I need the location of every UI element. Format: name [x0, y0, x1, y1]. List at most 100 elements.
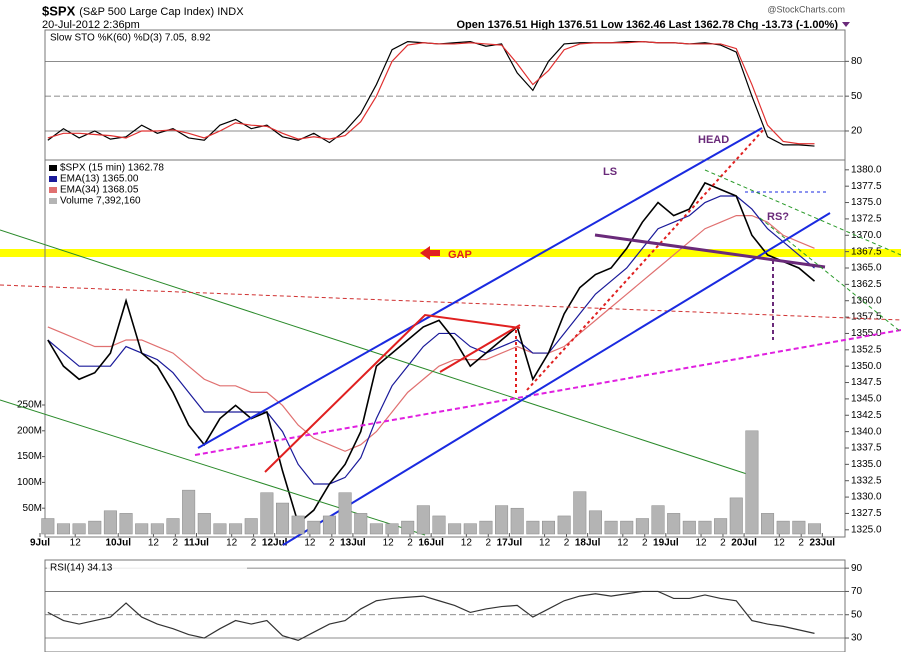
volume-bar [166, 518, 180, 535]
volume-bar [761, 513, 775, 535]
y2-tick-label: 150M [17, 451, 42, 462]
volume-bar [479, 520, 493, 535]
series-line [47, 195, 815, 485]
annotation: HEAD [698, 134, 729, 146]
volume-bar [604, 520, 618, 535]
y-tick-label: 1360.0 [851, 295, 882, 306]
series-line [47, 215, 815, 452]
volume-bar [119, 513, 133, 535]
panel-label: Slow STO %K(60) %D(3) 7.05, [50, 33, 187, 44]
y-tick-label: 1352.5 [851, 344, 882, 355]
volume-bar [620, 520, 634, 535]
symbol-name: (S&P 500 Large Cap Index) INDX [79, 6, 244, 18]
trendline [704, 169, 901, 256]
volume-bar [88, 520, 102, 535]
volume-bar [41, 518, 55, 535]
x-tick-label: 12 [539, 538, 551, 549]
volume-bar [103, 510, 117, 535]
quote: Open 1376.51 High 1376.51 Low 1362.46 La… [456, 19, 838, 31]
x-tick-label: 19Jul [653, 538, 679, 549]
x-tick-label: 2 [329, 538, 335, 549]
x-tick-label: 17Jul [497, 538, 523, 549]
volume-bar [276, 502, 290, 535]
series-line [47, 181, 816, 525]
volume-bar [526, 520, 540, 535]
x-tick-label: 2 [798, 538, 804, 549]
legend-swatch [49, 187, 57, 193]
trendline [197, 127, 763, 449]
y-tick-label: 1332.5 [851, 475, 882, 486]
legend-swatch [49, 198, 57, 204]
symbol: $SPX [42, 3, 76, 18]
x-tick-label: 12 [695, 538, 707, 549]
y-tick-label: 1372.5 [851, 214, 882, 225]
volume-bar [369, 523, 383, 535]
y-tick-label: 1330.0 [851, 492, 882, 503]
y-tick-label: 1370.0 [851, 230, 882, 241]
annotation: LS [603, 166, 617, 178]
trendlines [0, 22, 901, 546]
y-tick-label: 1367.5 [851, 246, 882, 257]
x-tick-label: 13Jul [340, 538, 366, 549]
volume-bar [322, 515, 336, 535]
volume-bar [463, 523, 477, 535]
x-tick-label: 2 [173, 538, 179, 549]
volume-bar [354, 513, 368, 535]
series-line [47, 590, 815, 641]
legend-entry: EMA(34) 1368.05 [60, 185, 139, 196]
x-tick-label: 18Jul [575, 538, 601, 549]
volume-bar [776, 520, 790, 535]
volume-bar [56, 523, 70, 535]
y2-tick-label: 50M [23, 503, 42, 514]
x-tick-label: 20Jul [731, 538, 757, 549]
x-tick-label: 2 [564, 538, 570, 549]
x-tick-label: 2 [251, 538, 257, 549]
volume-bar [588, 510, 602, 535]
annotation: RS? [767, 211, 789, 223]
volume-bar [291, 515, 305, 535]
watermark: @StockCharts.com [767, 4, 845, 14]
gap-arrow [420, 246, 440, 260]
x-tick-label: 12 [226, 538, 238, 549]
y-tick-label: 1357.5 [851, 312, 882, 323]
y-tick-label: 70 [851, 586, 863, 597]
triangle [439, 324, 521, 373]
volume-bar [229, 523, 243, 535]
volume-bar [714, 518, 728, 535]
volume-bar [135, 523, 149, 535]
x-tick-label: 9Jul [30, 538, 50, 549]
x-tick-label: 23Jul [810, 538, 836, 549]
legend-entry: Volume 7,392,160 [60, 196, 141, 207]
volume-bar [182, 489, 196, 535]
x-tick-label: 12 [617, 538, 629, 549]
x-tick-label: 12 [774, 538, 786, 549]
triangle [264, 313, 521, 473]
y-tick-label: 1347.5 [851, 377, 882, 388]
panel-label-d: 8.92 [191, 33, 211, 44]
volume-bar [338, 492, 352, 535]
volume-bar [150, 523, 164, 535]
volume-bar [244, 518, 258, 535]
volume-bar [72, 523, 86, 535]
y-tick-label: 30 [851, 633, 863, 644]
x-tick-label: 2 [642, 538, 648, 549]
y-tick-label: 1375.0 [851, 197, 882, 208]
panel-frame [44, 559, 846, 652]
y-tick-label: 1355.0 [851, 328, 882, 339]
x-tick-label: 11Jul [184, 538, 209, 549]
y2-tick-label: 200M [17, 425, 42, 436]
legend-swatch [49, 176, 57, 182]
x-tick-label: 2 [485, 538, 491, 549]
label-bg [47, 32, 247, 44]
x-tick-label: 10Jul [105, 538, 131, 549]
x-tick-label: 12 [383, 538, 395, 549]
x-tick-label: 12 [148, 538, 160, 549]
trendline [282, 212, 831, 546]
x-tick-label: 16Jul [418, 538, 444, 549]
quote-menu-icon[interactable] [842, 22, 850, 27]
volume-bar [260, 492, 274, 535]
volume-bar [510, 507, 524, 535]
volume-bar [745, 430, 759, 535]
date: 20-Jul-2012 2:36pm [42, 19, 140, 31]
